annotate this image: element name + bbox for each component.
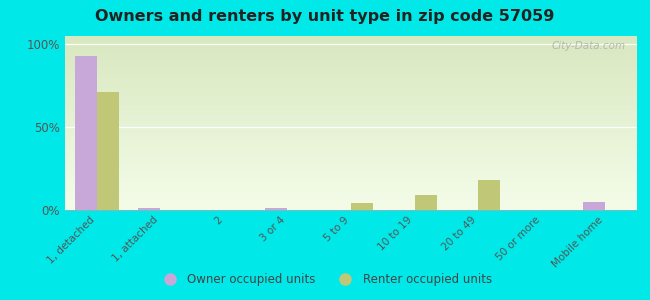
Bar bbox=[97, 92, 119, 210]
Bar bbox=[138, 208, 161, 210]
Legend: Owner occupied units, Renter occupied units: Owner occupied units, Renter occupied un… bbox=[153, 269, 497, 291]
Bar bbox=[478, 180, 500, 210]
Bar bbox=[265, 208, 287, 210]
Bar bbox=[415, 195, 437, 210]
Text: Owners and renters by unit type in zip code 57059: Owners and renters by unit type in zip c… bbox=[96, 9, 554, 24]
Bar bbox=[351, 203, 373, 210]
Bar bbox=[583, 202, 605, 210]
Bar bbox=[75, 56, 97, 210]
Text: City-Data.com: City-Data.com bbox=[551, 41, 625, 51]
